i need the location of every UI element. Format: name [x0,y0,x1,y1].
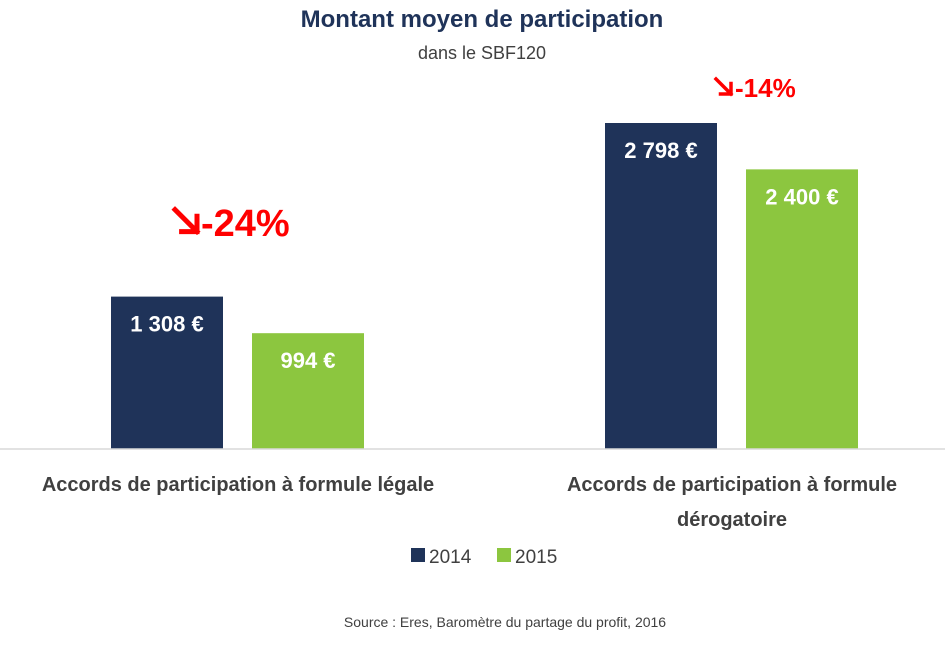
category-label: dérogatoire [677,509,787,531]
down-arrow-icon [713,76,734,97]
bar-2014-1 [111,296,223,449]
bar-2014-2 [605,123,717,449]
bar-value-label: 994 € [280,348,335,373]
legend-label: 2015 [515,547,557,568]
change-annotations: -24% -14% [171,73,796,245]
legend: 2014 2015 [411,547,557,568]
legend-swatch-2014 [411,548,425,562]
category-label: Accords de participation à formule [567,474,897,496]
bar-value-label: 2 400 € [765,184,838,209]
change-annotation: -24% [201,203,290,245]
plot-area: 1 308 € 2 798 € 994 € 2 400 € [111,123,858,449]
change-annotation: -14% [735,73,796,103]
bar-2015-2 [746,169,858,449]
legend-label: 2014 [429,547,472,568]
down-arrow-icon [171,206,201,236]
chart-title: Montant moyen de participation [301,6,664,33]
category-labels: Accords de participation à formule légal… [42,474,897,531]
legend-swatch-2015 [497,548,511,562]
bar-value-label: 1 308 € [130,312,203,337]
source-note: Source : Eres, Baromètre du partage du p… [344,614,666,630]
category-label: Accords de participation à formule légal… [42,474,434,496]
bar-value-label: 2 798 € [624,138,697,163]
chart-subtitle: dans le SBF120 [418,43,546,63]
bar-2015-1 [252,333,364,449]
